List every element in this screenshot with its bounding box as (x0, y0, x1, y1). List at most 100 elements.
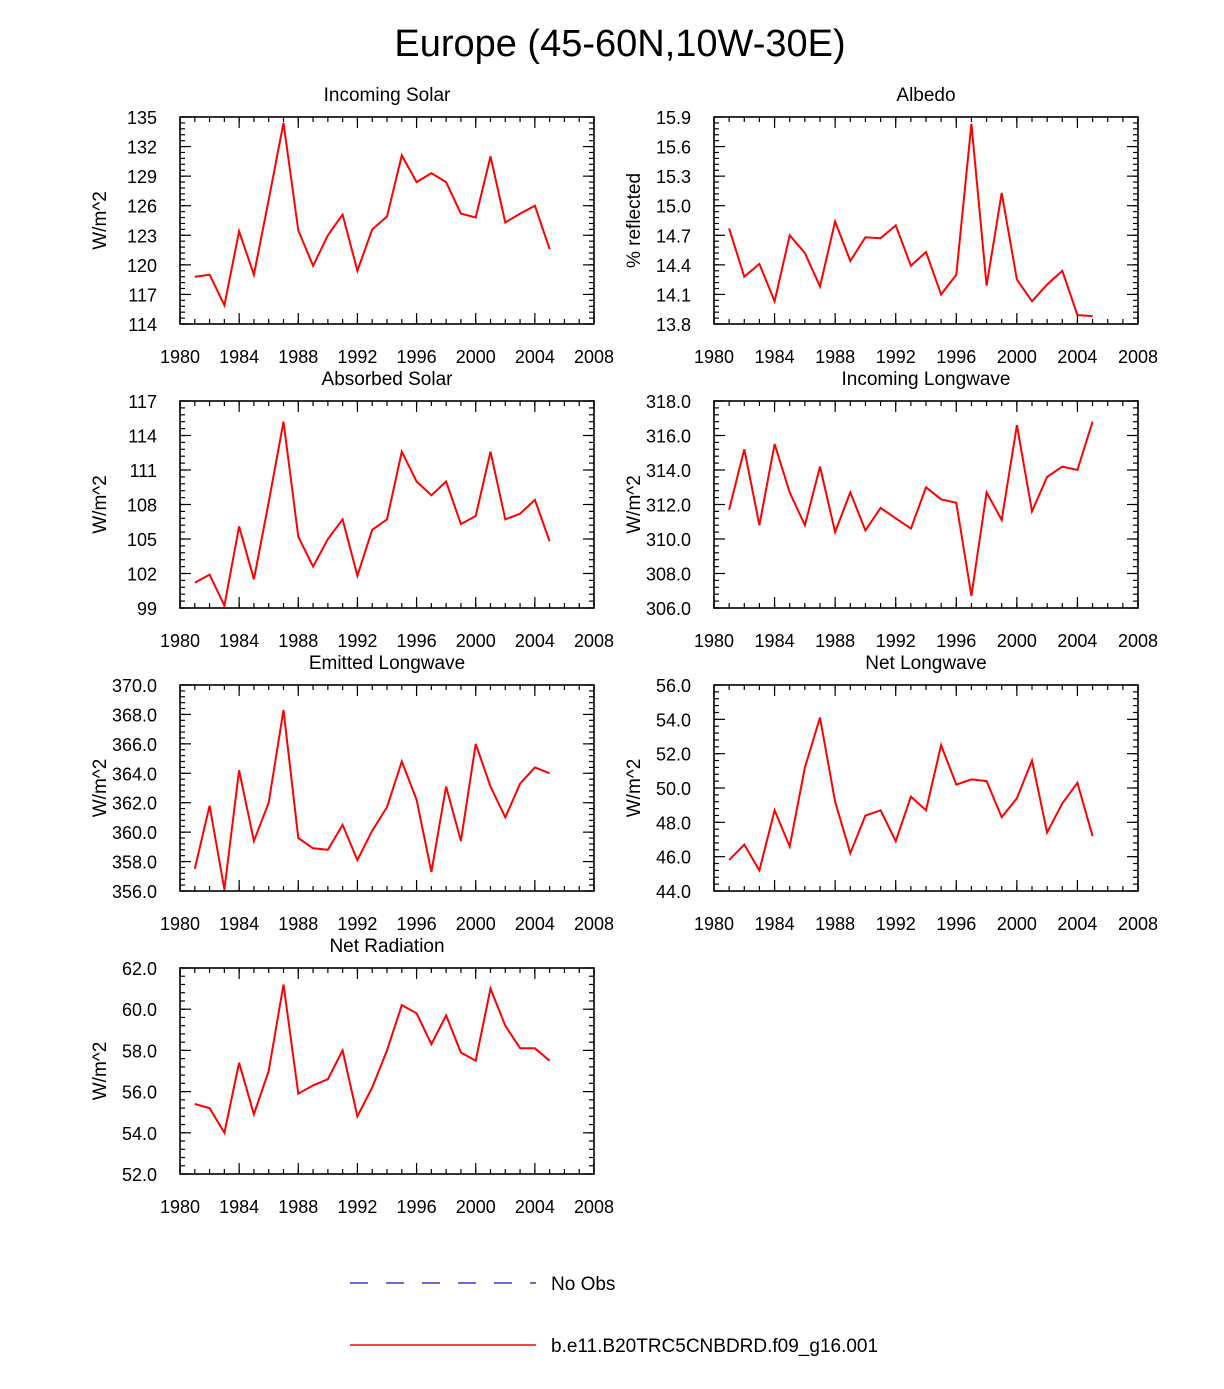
y-tick-label: 14.1 (656, 285, 691, 305)
x-tick-label: 2004 (515, 347, 555, 367)
panel-absorbed-solar: Absorbed Solar W/m^2 1980 1984 1988 1992 1996 2… (90, 369, 614, 651)
y-tick-label: 15.9 (656, 108, 691, 128)
y-tick-label: 15.0 (656, 197, 691, 217)
x-tick-label: 2004 (1057, 914, 1097, 934)
x-tick-label: 2000 (456, 1197, 496, 1217)
panel-title: Albedo (896, 85, 955, 106)
y-tick-label: 123 (127, 226, 157, 246)
y-tick-label: 312.0 (646, 496, 691, 516)
y-tick-label: 56.0 (656, 676, 691, 696)
x-tick-label: 1992 (337, 1197, 377, 1217)
x-tick-label: 1980 (160, 347, 200, 367)
y-tick-label: 99 (137, 599, 157, 619)
panel-title: Emitted Longwave (309, 653, 465, 674)
figure-title: Europe (45-60N,10W-30E) (394, 23, 845, 65)
y-tick-label: 314.0 (646, 461, 691, 481)
y-tick-label: 126 (127, 197, 157, 217)
y-tick-label: 310.0 (646, 530, 691, 550)
y-tick-label: 358.0 (112, 853, 157, 873)
panel-net-longwave: Net Longwave W/m^2 1980 1984 1988 1992 1996 200… (624, 653, 1158, 934)
x-tick-label: 1980 (694, 914, 734, 934)
y-tick-label: 318.0 (646, 392, 691, 412)
y-tick-label: 56.0 (122, 1083, 157, 1103)
y-tick-label: 62.0 (122, 959, 157, 979)
y-tick-label: 360.0 (112, 823, 157, 843)
x-tick-label: 2008 (574, 631, 614, 651)
plot-frame (179, 400, 595, 609)
x-tick-label: 1980 (160, 914, 200, 934)
x-tick-label: 1980 (160, 631, 200, 651)
series-line-incoming-solar (194, 122, 551, 309)
x-tick-label: 1988 (815, 347, 855, 367)
y-tick-label: 48.0 (656, 813, 691, 833)
y-tick-label: 15.6 (656, 138, 691, 158)
x-tick-label: 1992 (876, 631, 916, 651)
x-tick-label: 1992 (337, 631, 377, 651)
y-tick-label: 13.8 (656, 315, 691, 335)
x-tick-label: 2008 (574, 347, 614, 367)
y-tick-label: 54.0 (656, 710, 691, 730)
chart-panels: Incoming Solar W/m^2 1980 1984 1988 1992 1996 2… (90, 85, 1158, 1217)
panel-incoming-solar: Incoming Solar W/m^2 1980 1984 1988 1992 1996 2… (90, 85, 614, 367)
x-tick-label: 1984 (755, 631, 795, 651)
x-tick-label: 2008 (1118, 631, 1158, 651)
y-tick-label: 52.0 (656, 745, 691, 765)
y-tick-label: 366.0 (112, 735, 157, 755)
y-tick-label: 308.0 (646, 565, 691, 585)
x-tick-label: 1996 (936, 914, 976, 934)
plot-frame (179, 116, 595, 325)
y-tick-label: 135 (127, 108, 157, 128)
x-tick-label: 1984 (755, 914, 795, 934)
panel-albedo: Albedo % reflected 1980 1984 1988 1992 1996 200… (624, 85, 1158, 367)
x-tick-label: 1992 (876, 914, 916, 934)
panel-title: Incoming Solar (324, 85, 451, 106)
x-tick-label: 2000 (456, 914, 496, 934)
x-tick-label: 1988 (278, 914, 318, 934)
x-tick-label: 2004 (515, 1197, 555, 1217)
y-tick-label: 132 (127, 138, 157, 158)
y-tick-label: 105 (127, 530, 157, 550)
x-tick-label: 1996 (397, 347, 437, 367)
y-tick-label: 14.7 (656, 226, 691, 246)
plot-frame (713, 116, 1139, 325)
x-tick-label: 1992 (876, 347, 916, 367)
y-tick-label: 362.0 (112, 794, 157, 814)
panel-incoming-longwave: Incoming Longwave W/m^2 1980 1984 1988 1992 19… (624, 369, 1158, 651)
y-tick-label: 114 (128, 427, 157, 447)
x-tick-label: 1980 (694, 631, 734, 651)
x-tick-label: 1992 (337, 347, 377, 367)
x-tick-label: 2008 (1118, 347, 1158, 367)
panel-title: Absorbed Solar (322, 369, 454, 390)
x-tick-label: 1984 (219, 347, 259, 367)
y-tick-label: 14.4 (656, 256, 691, 276)
y-tick-label: 58.0 (122, 1041, 157, 1061)
series-line-albedo (728, 123, 1093, 318)
panel-title: Net Radiation (329, 936, 444, 957)
x-tick-label: 1996 (936, 631, 976, 651)
y-axis-label: W/m^2 (90, 191, 111, 250)
x-tick-label: 1984 (219, 914, 259, 934)
y-tick-label: 50.0 (656, 779, 691, 799)
x-tick-label: 1988 (815, 631, 855, 651)
y-tick-label: 370.0 (112, 676, 157, 696)
legend: No Obs b.e11.B20TRC5CNBDRD.f09_g16.001 (350, 1274, 878, 1357)
x-tick-label: 1996 (397, 631, 437, 651)
y-tick-label: 46.0 (656, 848, 691, 868)
x-tick-label: 1988 (278, 347, 318, 367)
y-tick-label: 108 (127, 496, 157, 516)
x-tick-label: 1992 (337, 914, 377, 934)
x-tick-label: 1980 (694, 347, 734, 367)
y-tick-label: 117 (128, 285, 157, 305)
y-tick-label: 120 (127, 256, 157, 276)
x-tick-label: 1984 (219, 1197, 259, 1217)
y-tick-label: 44.0 (656, 882, 691, 902)
y-tick-label: 54.0 (122, 1124, 157, 1144)
panel-emitted-longwave: Emitted Longwave W/m^2 1980 1984 1988 1992 199… (90, 653, 614, 934)
x-tick-label: 1988 (278, 631, 318, 651)
x-tick-label: 1984 (755, 347, 795, 367)
x-tick-label: 1988 (278, 1197, 318, 1217)
y-tick-label: 111 (130, 461, 157, 481)
y-axis-label: W/m^2 (90, 759, 111, 818)
legend-label-no-obs: No Obs (551, 1274, 615, 1295)
